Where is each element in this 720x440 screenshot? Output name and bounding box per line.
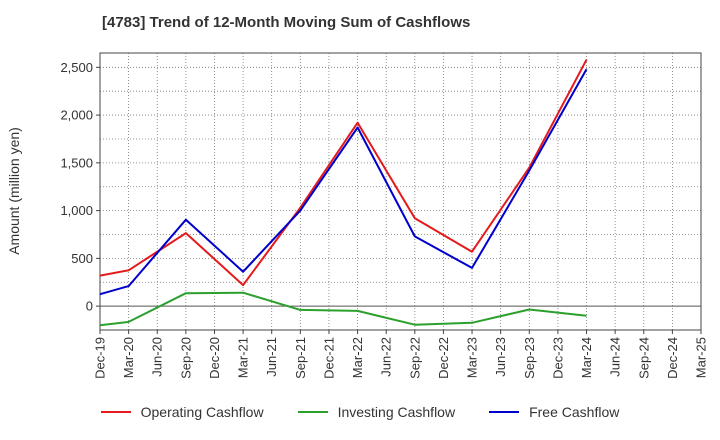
y-tick-label: 1,500	[60, 155, 93, 170]
legend-label-free: Free Cashflow	[529, 404, 620, 420]
grid-layer	[99, 53, 702, 330]
label-layer: 0 500 1,000 1,500 2,000 2,500 Dec-19 Mar-20 Jun-…	[60, 60, 708, 379]
legend-item-free: Free Cashflow	[489, 404, 619, 420]
chart-title: [4783] Trend of 12-Month Moving Sum of C…	[102, 14, 471, 31]
y-tick-label: 2,500	[60, 60, 93, 75]
series-line-operating-cashflow	[99, 59, 588, 287]
x-tick-label: Dec-21	[321, 337, 336, 379]
x-tick-label: Jun-22	[379, 337, 394, 377]
plot-frame	[99, 52, 702, 331]
x-tick-label: Jun-20	[150, 337, 165, 377]
legend-item-operating: Operating Cashflow	[100, 404, 264, 420]
x-tick-label: Jun-23	[493, 337, 508, 377]
chart-legend: Operating Cashflow Investing Cashflow Fr…	[0, 404, 720, 420]
x-tick-label: Sep-23	[522, 337, 537, 379]
x-tick-label: Sep-24	[636, 337, 651, 379]
series-line-free-cashflow	[99, 68, 588, 296]
x-tick-label: Sep-20	[178, 337, 193, 379]
y-axis-title: Amount (million yen)	[6, 127, 22, 255]
legend-swatch-investing	[297, 411, 328, 413]
y-tick-label: 2,000	[60, 108, 93, 123]
series-line-investing-cashflow	[99, 291, 587, 327]
x-tick-label: Mar-25	[694, 337, 709, 378]
axis-layer	[96, 52, 702, 334]
x-tick-label: Dec-22	[436, 337, 451, 379]
x-tick-label: Jun-24	[608, 337, 623, 377]
x-tick-label: Sep-21	[293, 337, 308, 379]
legend-label-operating: Operating Cashflow	[140, 404, 264, 420]
legend-item-investing: Investing Cashflow	[297, 404, 456, 420]
legend-swatch-operating	[100, 411, 131, 413]
x-tick-label: Mar-24	[579, 337, 594, 378]
x-tick-label: Mar-23	[465, 337, 480, 378]
legend-label-investing: Investing Cashflow	[337, 404, 456, 420]
y-tick-label: 0	[86, 299, 93, 314]
series-layer	[99, 59, 588, 327]
y-tick-label: 1,000	[60, 203, 93, 218]
y-tick-label: 500	[71, 251, 93, 266]
x-tick-label: Mar-20	[121, 337, 136, 378]
x-tick-label: Sep-22	[407, 337, 422, 379]
legend-swatch-free	[489, 411, 520, 413]
x-tick-label: Jun-21	[264, 337, 279, 377]
x-tick-label: Dec-19	[93, 337, 108, 379]
x-tick-label: Mar-21	[236, 337, 251, 378]
x-tick-label: Mar-22	[350, 337, 365, 378]
x-tick-label: Dec-24	[665, 337, 680, 379]
x-tick-label: Dec-23	[550, 337, 565, 379]
x-tick-label: Dec-20	[207, 337, 222, 379]
